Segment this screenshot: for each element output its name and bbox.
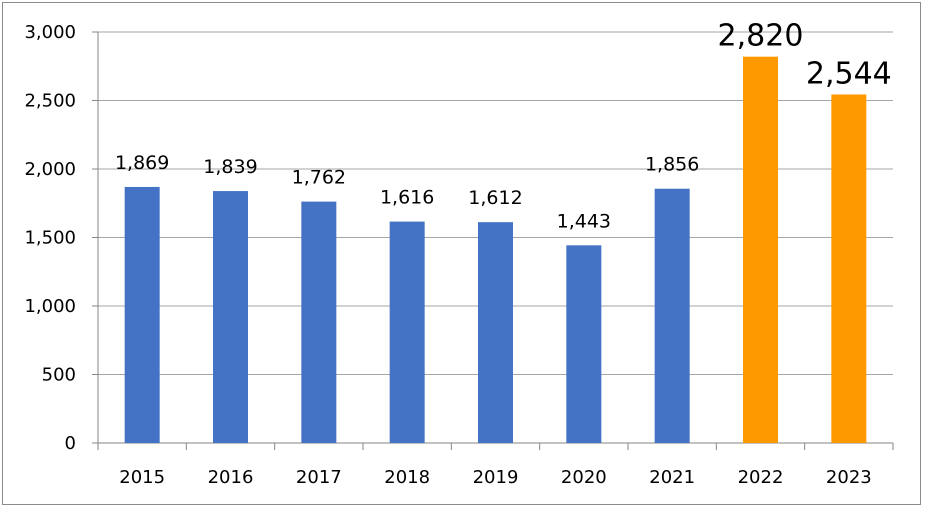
x-tick-label: 2016 xyxy=(208,467,254,488)
y-tick-label: 3,000 xyxy=(24,22,76,43)
data-label-2023: 2,544 xyxy=(806,56,892,91)
y-tick-label: 500 xyxy=(42,365,76,386)
bar-2015 xyxy=(124,186,160,443)
y-tick-label: 1,000 xyxy=(24,296,76,317)
data-label-2021: 1,856 xyxy=(645,154,699,176)
bar-2019 xyxy=(478,222,513,443)
data-label-2019: 1,612 xyxy=(468,187,522,209)
bar-2021 xyxy=(654,188,690,443)
data-label-2018: 1,616 xyxy=(380,187,434,209)
bar-2022 xyxy=(743,56,778,443)
x-tick-label: 2023 xyxy=(826,467,872,488)
data-label-2022: 2,820 xyxy=(718,19,804,54)
data-label-2020: 1,443 xyxy=(557,210,611,232)
bar-2018 xyxy=(389,221,425,443)
data-label-2017: 1,762 xyxy=(292,167,346,189)
bar-2020 xyxy=(566,245,602,443)
x-tick-label: 2021 xyxy=(649,467,695,488)
bar-2017 xyxy=(301,201,337,443)
bar-2016 xyxy=(213,191,248,443)
data-label-2016: 1,839 xyxy=(203,156,257,178)
x-tick-label: 2022 xyxy=(738,467,784,488)
x-tick-label: 2019 xyxy=(473,467,519,488)
x-tick-label: 2020 xyxy=(561,467,607,488)
bar-2023 xyxy=(831,94,867,444)
x-tick-label: 2015 xyxy=(119,467,165,488)
x-tick-label: 2018 xyxy=(384,467,430,488)
data-label-2015: 1,869 xyxy=(115,152,169,174)
y-tick-label: 2,500 xyxy=(24,91,76,112)
y-tick-label: 2,000 xyxy=(24,159,76,180)
y-tick-label: 1,500 xyxy=(24,228,76,249)
y-tick-label: 0 xyxy=(65,433,76,454)
x-tick-label: 2017 xyxy=(296,467,342,488)
